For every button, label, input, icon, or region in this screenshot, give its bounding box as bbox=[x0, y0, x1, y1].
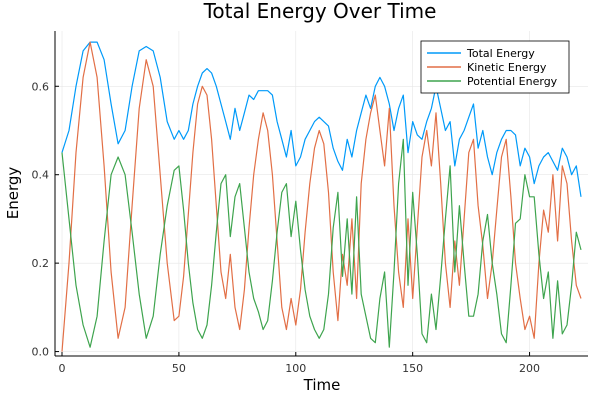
y-tick-label: 0.6 bbox=[32, 80, 50, 93]
x-tick-label: 0 bbox=[59, 362, 66, 375]
y-axis-title: Energy bbox=[4, 167, 22, 220]
x-tick-label: 100 bbox=[285, 362, 306, 375]
x-tick-label: 150 bbox=[402, 362, 423, 375]
y-tick-label: 0.4 bbox=[32, 169, 50, 182]
y-ticks: 0.0 0.2 0.4 0.6 bbox=[32, 80, 59, 359]
series-line-1 bbox=[61, 41, 582, 352]
y-tick-label: 0.2 bbox=[32, 257, 50, 270]
x-tick-label: 200 bbox=[519, 362, 540, 375]
y-tick-label: 0.0 bbox=[32, 346, 50, 359]
legend-label-0: Total Energy bbox=[466, 47, 535, 60]
legend-label-1: Kinetic Energy bbox=[467, 61, 547, 74]
series-line-2 bbox=[61, 138, 582, 348]
legend-label-2: Potential Energy bbox=[467, 75, 558, 88]
x-ticks: 0 50 100 150 200 bbox=[59, 352, 540, 375]
axes bbox=[54, 31, 588, 357]
chart-title: Total Energy Over Time bbox=[203, 0, 437, 23]
series-lines bbox=[61, 41, 582, 352]
x-axis-title: Time bbox=[303, 376, 341, 394]
x-tick-label: 50 bbox=[172, 362, 186, 375]
series-line-0 bbox=[61, 41, 582, 197]
